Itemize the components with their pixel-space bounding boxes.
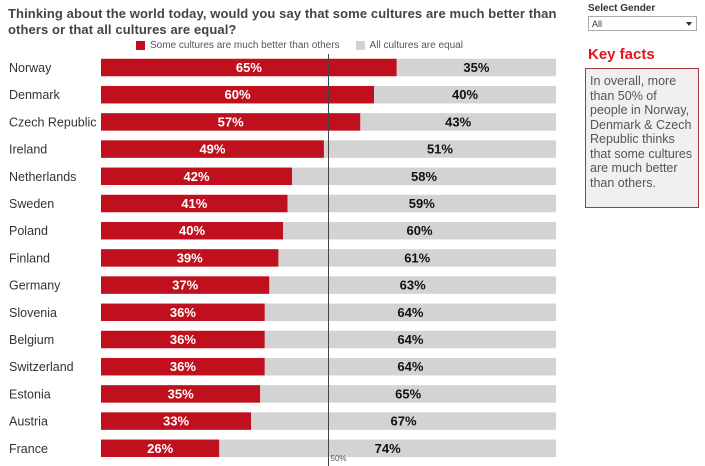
category-label-slovenia: Slovenia bbox=[9, 306, 57, 320]
data-label-equal-norway: 35% bbox=[463, 60, 489, 75]
gender-select-value: All bbox=[592, 19, 603, 29]
legend-item-some[interactable]: Some cultures are much better than other… bbox=[136, 40, 340, 51]
data-label-equal-switzerland: 64% bbox=[397, 359, 423, 374]
key-facts-text: In overall, more than 50% of people in N… bbox=[590, 74, 693, 190]
bar-some-sweden bbox=[101, 194, 288, 213]
data-label-equal-slovenia: 64% bbox=[397, 305, 423, 320]
data-label-some-finland: 39% bbox=[177, 250, 203, 265]
legend-label-equal: All cultures are equal bbox=[369, 40, 463, 51]
bar-some-poland bbox=[101, 221, 283, 240]
data-label-some-austria: 33% bbox=[163, 414, 189, 429]
bar-equal-switzerland bbox=[264, 357, 556, 376]
category-label-france: France bbox=[9, 442, 48, 456]
bar-equal-finland bbox=[278, 249, 556, 267]
data-label-some-netherlands: 42% bbox=[184, 169, 210, 184]
bar-equal-ireland bbox=[323, 140, 556, 158]
data-label-equal-poland: 60% bbox=[406, 223, 432, 238]
data-label-some-slovenia: 36% bbox=[170, 305, 196, 320]
gender-filter-label: Select Gender bbox=[588, 3, 656, 14]
category-label-finland: Finland bbox=[9, 251, 50, 265]
gender-select[interactable]: All bbox=[588, 16, 697, 31]
data-label-some-belgium: 36% bbox=[170, 332, 196, 347]
bar-some-norway bbox=[101, 58, 397, 77]
bar-some-finland bbox=[101, 249, 279, 267]
legend-label-some: Some cultures are much better than other… bbox=[150, 40, 340, 51]
data-label-some-czech-republic: 57% bbox=[218, 114, 244, 129]
chevron-down-icon bbox=[686, 22, 692, 26]
data-label-some-norway: 65% bbox=[236, 60, 262, 75]
category-label-ireland: Ireland bbox=[9, 143, 47, 157]
bar-some-switzerland bbox=[101, 357, 265, 376]
bar-some-denmark bbox=[101, 85, 374, 104]
category-label-denmark: Denmark bbox=[9, 88, 60, 102]
bar-some-france bbox=[101, 439, 220, 458]
bar-equal-denmark bbox=[374, 85, 556, 104]
data-label-equal-netherlands: 58% bbox=[411, 169, 437, 184]
data-label-equal-belgium: 64% bbox=[397, 332, 423, 347]
data-label-equal-finland: 61% bbox=[404, 250, 430, 265]
bar-some-austria bbox=[101, 412, 252, 430]
bar-equal-netherlands bbox=[292, 167, 556, 186]
bar-equal-czech-republic bbox=[360, 113, 556, 131]
category-label-switzerland: Switzerland bbox=[9, 360, 74, 374]
category-label-estonia: Estonia bbox=[9, 387, 51, 401]
bar-equal-slovenia bbox=[264, 303, 556, 322]
data-label-equal-ireland: 51% bbox=[427, 142, 453, 157]
data-label-equal-czech-republic: 43% bbox=[445, 114, 471, 129]
category-label-belgium: Belgium bbox=[9, 333, 54, 347]
legend-swatch-equal bbox=[355, 41, 365, 50]
bar-some-czech-republic bbox=[101, 113, 361, 131]
data-label-some-germany: 37% bbox=[172, 278, 198, 293]
data-label-equal-estonia: 65% bbox=[395, 386, 421, 401]
category-label-germany: Germany bbox=[9, 279, 61, 293]
bar-some-estonia bbox=[101, 385, 261, 403]
bar-equal-estonia bbox=[260, 385, 556, 403]
bar-equal-norway bbox=[396, 58, 556, 77]
bar-equal-germany bbox=[269, 276, 556, 294]
category-label-norway: Norway bbox=[9, 61, 52, 75]
category-label-poland: Poland bbox=[9, 224, 48, 238]
chart-title: Thinking about the world today, would yo… bbox=[8, 6, 557, 37]
data-label-equal-france: 74% bbox=[375, 441, 401, 456]
data-label-some-ireland: 49% bbox=[199, 142, 225, 157]
data-label-some-denmark: 60% bbox=[224, 87, 250, 102]
data-label-some-poland: 40% bbox=[179, 223, 205, 238]
data-label-equal-austria: 67% bbox=[391, 414, 417, 429]
bar-some-netherlands bbox=[101, 167, 293, 186]
legend-item-equal[interactable]: All cultures are equal bbox=[355, 40, 463, 51]
bar-equal-belgium bbox=[264, 330, 556, 349]
bar-some-slovenia bbox=[101, 303, 265, 322]
category-label-sweden: Sweden bbox=[9, 197, 54, 211]
data-label-some-france: 26% bbox=[147, 441, 173, 456]
stacked-bar-chart: Norway 65% 35% Denmark 60% 40% Czech Republic 5… bbox=[9, 54, 557, 466]
data-label-some-estonia: 35% bbox=[168, 386, 194, 401]
category-label-austria: Austria bbox=[9, 415, 48, 429]
bar-equal-sweden bbox=[287, 194, 556, 213]
bar-some-ireland bbox=[101, 140, 324, 158]
data-label-equal-germany: 63% bbox=[400, 278, 426, 293]
bar-some-germany bbox=[101, 276, 270, 294]
data-label-equal-denmark: 40% bbox=[452, 87, 478, 102]
bar-equal-france bbox=[219, 439, 557, 458]
key-facts-title: Key facts bbox=[588, 46, 655, 63]
bar-some-belgium bbox=[101, 330, 265, 349]
data-label-some-sweden: 41% bbox=[181, 196, 207, 211]
data-label-equal-sweden: 59% bbox=[409, 196, 435, 211]
legend-swatch-some bbox=[136, 41, 145, 50]
key-facts-box: In overall, more than 50% of people in N… bbox=[585, 68, 699, 208]
data-label-some-switzerland: 36% bbox=[170, 359, 196, 374]
category-label-netherlands: Netherlands bbox=[9, 170, 76, 184]
category-label-czech-republic: Czech Republic bbox=[9, 115, 97, 129]
bar-equal-poland bbox=[283, 221, 556, 240]
reference-line-label: 50% bbox=[331, 454, 347, 463]
bar-equal-austria bbox=[251, 412, 556, 430]
legend: Some cultures are much better than other… bbox=[136, 40, 479, 51]
